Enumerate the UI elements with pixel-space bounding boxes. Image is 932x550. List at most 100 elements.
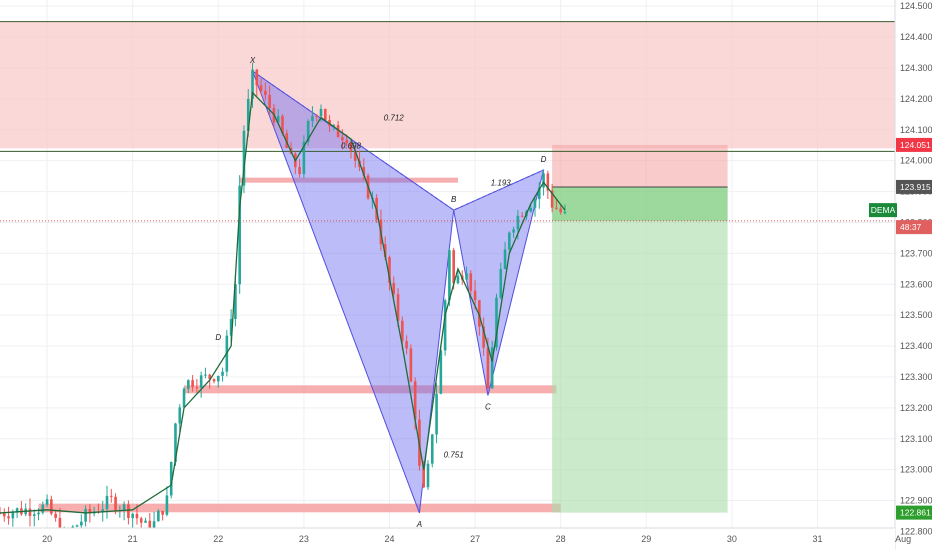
price-tag-text: 122.861 xyxy=(900,508,931,518)
resistance-zone xyxy=(0,21,895,149)
candle-body xyxy=(306,121,310,142)
candle-body xyxy=(495,297,498,348)
price-tick-label: 123.200 xyxy=(900,403,932,413)
candle-body xyxy=(41,504,45,513)
dema-line xyxy=(0,91,566,514)
candle-body xyxy=(135,513,139,519)
candle-body xyxy=(251,69,254,99)
candle-body xyxy=(388,257,391,283)
candle-body xyxy=(234,284,237,319)
candle-body xyxy=(499,269,503,298)
candle-body xyxy=(208,374,212,380)
time-axis[interactable]: 20 21 22 23 24 27 28 29 30 31 Aug xyxy=(0,527,911,550)
pattern-point-b: B xyxy=(451,195,457,204)
price-tick-label: 124.100 xyxy=(900,125,932,135)
price-tick-label: 123.700 xyxy=(900,248,932,258)
candle-body xyxy=(392,282,396,295)
candle-body xyxy=(336,125,340,138)
candle-body xyxy=(15,508,19,513)
candle-body xyxy=(259,85,263,91)
price-tick-label: 123.300 xyxy=(900,372,932,382)
candle-body xyxy=(54,513,57,518)
candle-body xyxy=(542,173,545,188)
candle-body xyxy=(80,521,83,526)
ratio-label: 0.751 xyxy=(444,450,464,459)
candle-body xyxy=(122,504,126,510)
price-tick-label: 122.800 xyxy=(900,526,932,536)
candle-body xyxy=(452,250,455,284)
price-tick-label: 124.300 xyxy=(900,63,932,73)
extra-label: D xyxy=(215,333,221,342)
pattern-point-d: D xyxy=(541,155,547,164)
candle-body xyxy=(550,190,554,208)
price-tick-label: 123.400 xyxy=(900,341,932,351)
time-tick-label: 23 xyxy=(299,534,309,544)
candle-body xyxy=(144,520,147,523)
price-axis-bg xyxy=(895,0,932,550)
candle-body xyxy=(161,510,164,515)
candle-body xyxy=(529,207,533,212)
price-tick-label: 123.100 xyxy=(900,434,932,444)
price-tick-label: 124.000 xyxy=(900,156,932,166)
price-tick-label: 124.400 xyxy=(900,32,932,42)
candle-body xyxy=(298,167,301,175)
candle-body xyxy=(430,434,434,464)
time-tick-label: 21 xyxy=(128,534,138,544)
candle-body xyxy=(439,350,443,394)
pattern-point-a: A xyxy=(416,520,422,529)
horizontal-lines xyxy=(0,21,895,222)
candle-body xyxy=(490,347,494,389)
price-tick-label: 124.200 xyxy=(900,94,932,104)
price-tag xyxy=(896,137,932,152)
dema-polyline xyxy=(0,91,566,514)
candle-body xyxy=(182,388,186,408)
candle-body xyxy=(311,115,314,122)
candle-body xyxy=(204,374,207,376)
dema-tag xyxy=(869,203,897,218)
candle-body xyxy=(332,125,336,127)
candle-body xyxy=(199,375,203,388)
short-position-tool[interactable] xyxy=(552,144,728,513)
candle-body xyxy=(349,143,353,151)
candle-body xyxy=(178,407,182,424)
candle-body xyxy=(555,207,558,209)
time-tick-label: 22 xyxy=(213,534,223,544)
candle-body xyxy=(537,187,541,200)
candle-body xyxy=(315,115,319,117)
candle-body xyxy=(255,69,259,86)
time-tick-label: 20 xyxy=(42,534,52,544)
candle-body xyxy=(58,517,62,537)
candle-body xyxy=(413,381,417,420)
candle-body xyxy=(187,380,190,389)
price-axis[interactable]: 124.500 124.400 124.300 124.200 124.100 124.0… xyxy=(869,0,932,550)
candle-body xyxy=(45,499,49,505)
candle-body xyxy=(88,508,92,514)
ratio-label: 0.698 xyxy=(341,141,362,150)
candle-body xyxy=(11,512,15,519)
stop-loss-zone xyxy=(552,144,728,187)
candle-body xyxy=(401,320,404,342)
price-tag xyxy=(896,505,932,520)
support-bar-3 xyxy=(38,503,561,513)
candle-body xyxy=(101,509,105,513)
candle-body xyxy=(516,215,520,230)
time-tick-label: Aug xyxy=(895,534,911,544)
candle-body xyxy=(323,108,327,121)
price-tag-text: 48:37 xyxy=(900,222,922,232)
candle-body xyxy=(276,116,280,123)
price-tick-label: 122.900 xyxy=(900,496,932,506)
zones-layer xyxy=(0,21,895,513)
price-tag xyxy=(896,179,932,194)
candle-body xyxy=(191,380,194,388)
price-tick-label: 123.500 xyxy=(900,310,932,320)
candle-body xyxy=(229,318,233,336)
ratio-label: 0.712 xyxy=(384,114,405,123)
candle-body xyxy=(302,141,306,175)
time-tick-label: 24 xyxy=(384,534,394,544)
support-bar-2 xyxy=(184,385,557,394)
candle-body xyxy=(268,95,271,108)
candle-body xyxy=(383,244,387,258)
candle-body xyxy=(2,513,6,517)
price-tag-text: 124.051 xyxy=(900,140,931,150)
